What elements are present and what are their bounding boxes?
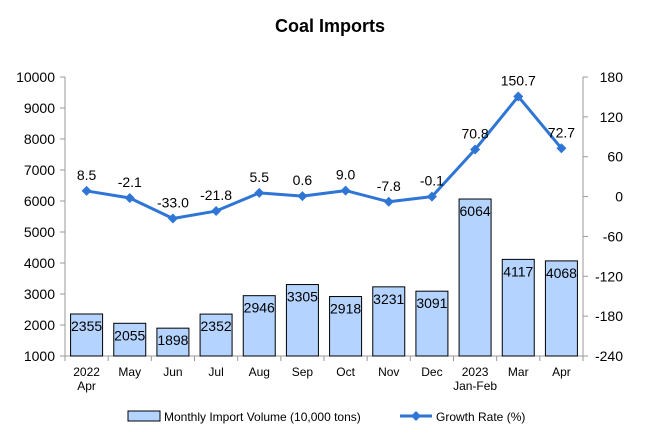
- x-tick-label: Dec: [421, 365, 442, 379]
- bar: [70, 313, 104, 357]
- axes: 1000 2000 3000 4000 5000 6000 7000 8000 9000 1000…: [16, 69, 623, 393]
- x-tick-label: 2022: [73, 365, 100, 379]
- y-right-tick-label: -240: [595, 348, 623, 364]
- line-value-label: 150.7: [501, 72, 536, 88]
- line-marker: [167, 213, 178, 224]
- x-tick-label: Mar: [508, 365, 529, 379]
- line-marker: [211, 206, 222, 217]
- y-left-tick-label: 1000: [24, 348, 55, 364]
- x-tick-label: 2023: [462, 365, 489, 379]
- line-value-label: 9.0: [336, 167, 356, 183]
- legend-bar-label: Monthly Import Volume (10,000 tons): [164, 410, 361, 424]
- bar: [285, 284, 319, 357]
- x-tick-label: Apr: [552, 365, 571, 379]
- line-marker: [426, 191, 437, 202]
- bar: [156, 327, 190, 357]
- line-marker: [297, 191, 308, 202]
- bar: [113, 322, 147, 357]
- line-marker: [254, 187, 265, 198]
- chart-title: Coal Imports: [275, 16, 385, 36]
- y-right-tick-label: 60: [607, 149, 623, 165]
- legend: Monthly Import Volume (10,000 tons) Growt…: [127, 410, 525, 424]
- y-left-tick-label: 5000: [24, 224, 55, 240]
- bar-value-label: 1898: [157, 332, 188, 348]
- line-value-label: -0.1: [420, 173, 444, 189]
- x-tick-label: Sep: [292, 365, 314, 379]
- bar-value-label: 4068: [546, 265, 577, 281]
- bar-value-label: 2055: [114, 327, 145, 343]
- line-series: 8.5 -2.1 -33.0 -21.8 5.5 0.6 9.0 -7.8 -0.1 70.8 15…: [77, 72, 575, 224]
- line-value-label: -7.8: [377, 178, 401, 194]
- bar: [544, 260, 578, 357]
- growth-rate-line: [86, 94, 563, 220]
- line-value-label: 72.7: [548, 124, 575, 140]
- x-tick-label: May: [118, 365, 141, 379]
- x-tick-label: Jun: [163, 365, 182, 379]
- line-value-label: -2.1: [118, 174, 142, 190]
- y-left-tick-label: 2000: [24, 317, 55, 333]
- line-marker: [340, 185, 351, 196]
- line-marker: [513, 91, 524, 102]
- y-left-tick-label: 9000: [24, 100, 55, 116]
- legend-bar-swatch: [127, 410, 161, 422]
- x-tick-label: Aug: [249, 365, 270, 379]
- bar: [458, 198, 492, 357]
- x-tick-label: Oct: [336, 365, 355, 379]
- bar-value-label: 2355: [71, 318, 102, 334]
- line-value-label: 0.6: [293, 172, 313, 188]
- bar-value-label: 6064: [460, 203, 491, 219]
- line-marker: [383, 196, 394, 207]
- line-value-label: 5.5: [250, 169, 270, 185]
- x-tick-label: Nov: [378, 365, 399, 379]
- bar-value-label: 2352: [201, 318, 232, 334]
- bar-value-label: 2918: [330, 301, 361, 317]
- bar-series: 2355 2055 1898 2352 2946 3305 2918 3231 3091 6064…: [70, 198, 578, 357]
- legend-line-marker: [411, 411, 421, 421]
- y-right-tick-label: 120: [600, 109, 624, 125]
- x-tick-label: Jul: [208, 365, 223, 379]
- bar-value-label: 3091: [416, 295, 447, 311]
- y-left-tick-label: 3000: [24, 286, 55, 302]
- y-right-tick-label: 0: [615, 189, 623, 205]
- line-value-label: 8.5: [77, 167, 97, 183]
- y-left-tick-label: 6000: [24, 193, 55, 209]
- bar-value-label: 3305: [287, 289, 318, 305]
- bar: [329, 296, 363, 357]
- bar: [501, 258, 535, 357]
- y-right-tick-label: -120: [595, 268, 623, 284]
- legend-line-label: Growth Rate (%): [436, 410, 525, 424]
- x-tick-label: Jan-Feb: [453, 379, 497, 393]
- bar: [415, 290, 449, 357]
- y-right-tick-label: 180: [600, 69, 624, 85]
- bar: [199, 313, 233, 357]
- line-value-label: 70.8: [461, 126, 488, 142]
- bar: [372, 286, 406, 357]
- bar-value-label: 4117: [503, 263, 533, 279]
- bar-value-label: 3231: [373, 291, 404, 307]
- y-right-tick-label: -180: [595, 308, 623, 324]
- x-tick-label: Apr: [77, 379, 96, 393]
- y-right-tick-label: -60: [603, 228, 623, 244]
- bar-value-label: 2946: [244, 300, 275, 316]
- line-marker: [556, 143, 567, 154]
- line-marker: [81, 185, 92, 196]
- y-left-tick-label: 8000: [24, 131, 55, 147]
- y-left-tick-label: 10000: [16, 69, 55, 85]
- line-marker: [470, 144, 481, 155]
- line-value-label: -21.8: [200, 187, 232, 203]
- y-left-tick-label: 7000: [24, 162, 55, 178]
- y-left-tick-label: 4000: [24, 255, 55, 271]
- bar: [242, 295, 276, 357]
- line-marker: [124, 192, 135, 203]
- line-value-label: -33.0: [157, 194, 189, 210]
